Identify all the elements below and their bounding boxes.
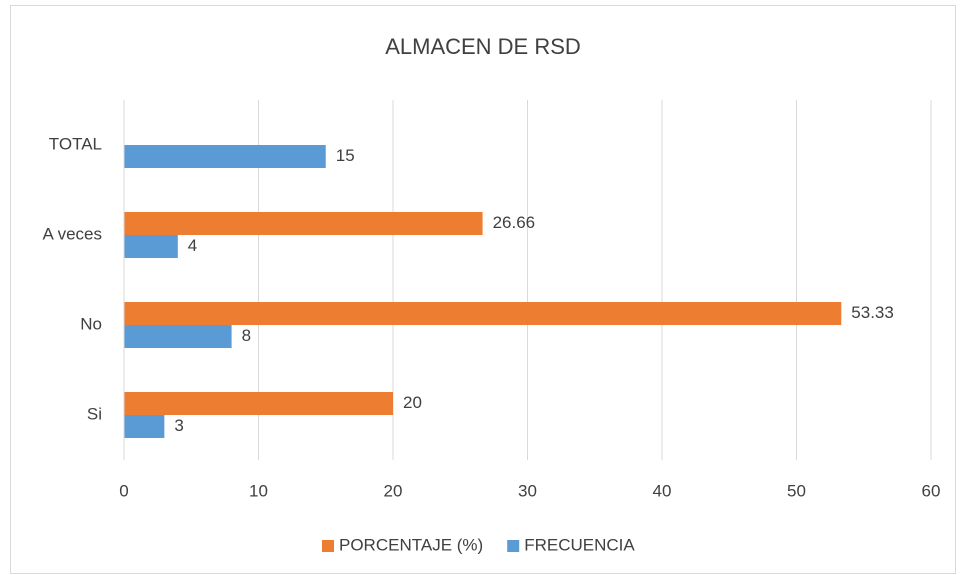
x-tick-label: 0 [119, 481, 128, 500]
data-label: 26.66 [493, 213, 536, 232]
y-tick-label: Si [87, 404, 102, 423]
data-label: 15 [336, 146, 355, 165]
data-label: 8 [242, 326, 251, 345]
x-tick-label: 50 [787, 481, 806, 500]
bar [124, 235, 178, 258]
chart-title: ALMACEN DE RSD [385, 34, 581, 59]
bar [124, 392, 393, 415]
y-tick-label: A veces [42, 224, 102, 243]
x-tick-label: 40 [653, 481, 672, 500]
bar [124, 415, 165, 438]
legend-label: PORCENTAJE (%) [339, 535, 483, 554]
legend-label: FRECUENCIA [524, 535, 635, 554]
bar [124, 325, 232, 348]
x-tick-label: 60 [922, 481, 941, 500]
bar [124, 212, 483, 235]
bar [124, 145, 326, 168]
bar [124, 302, 842, 325]
data-label: 3 [174, 416, 183, 435]
legend-swatch [507, 540, 520, 552]
chart-border [10, 5, 956, 574]
y-tick-label: No [80, 314, 102, 333]
data-label: 20 [403, 393, 422, 412]
x-tick-label: 30 [518, 481, 537, 500]
data-label: 53.33 [851, 303, 894, 322]
x-tick-label: 20 [384, 481, 403, 500]
data-label: 4 [188, 236, 197, 255]
x-tick-label: 10 [249, 481, 268, 500]
legend-swatch [322, 540, 334, 552]
y-tick-label: TOTAL [49, 134, 102, 153]
